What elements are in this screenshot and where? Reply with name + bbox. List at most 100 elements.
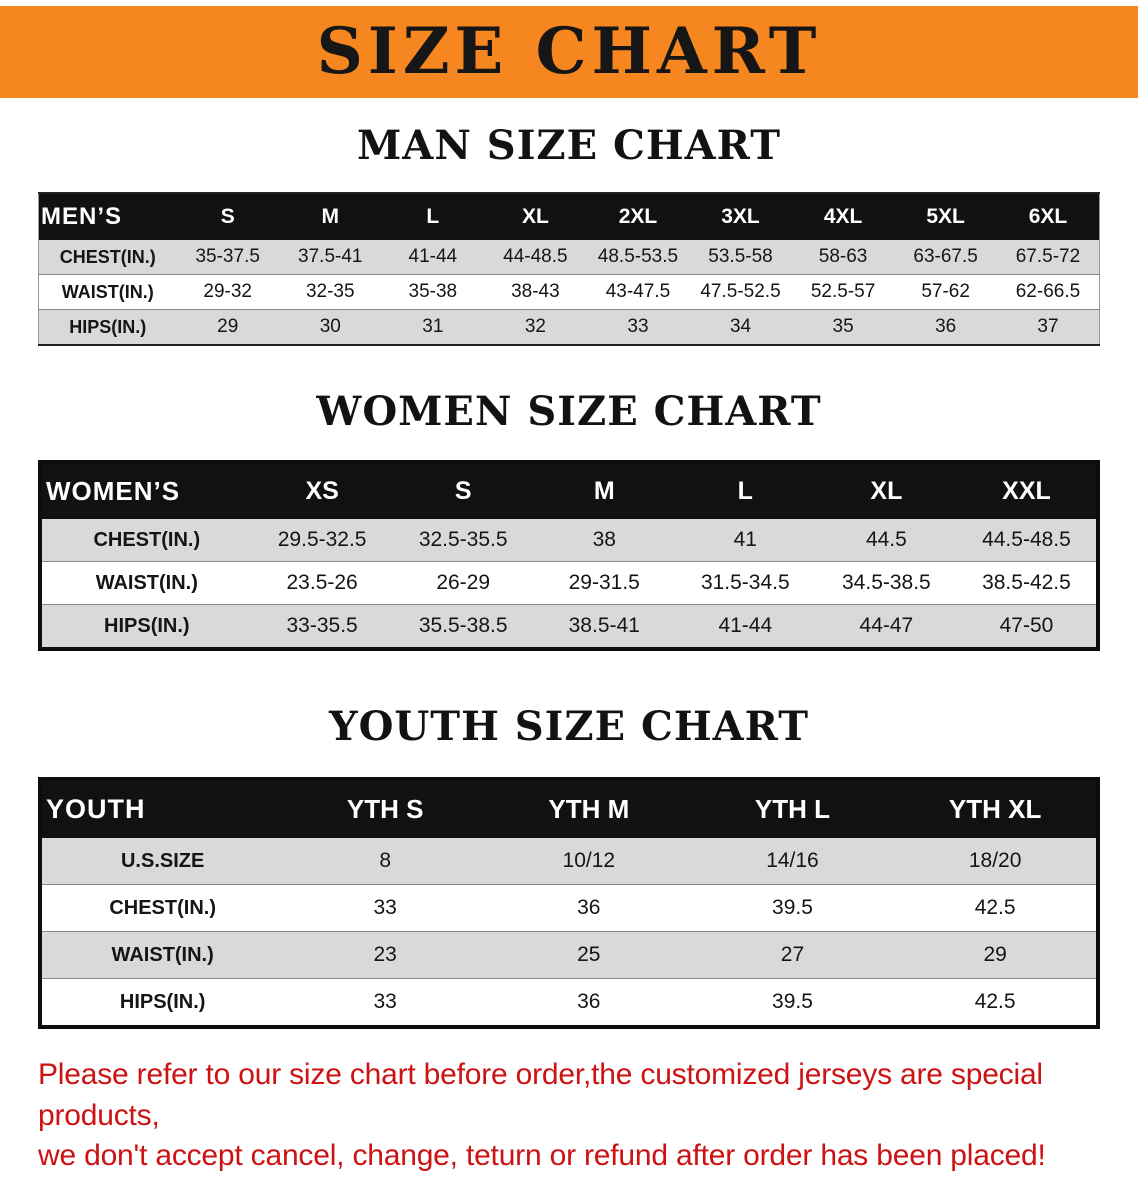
size-column-header: S [392, 462, 534, 519]
table-row: HIPS(IN.) 33-35.5 35.5-38.5 38.5-41 41-44 44-… [40, 604, 1098, 649]
table-row: CHEST(IN.) 33 36 39.5 42.5 [40, 884, 1098, 932]
row-label: HIPS(IN.) [40, 604, 252, 649]
row-label: HIPS(IN.) [40, 978, 284, 1027]
size-value-cell: 27 [690, 931, 895, 979]
table-row: WAIST(IN.) 23 25 27 29 [40, 931, 1098, 979]
size-value-cell: 38-43 [484, 274, 587, 310]
size-chart-title: SIZE CHART [316, 14, 822, 89]
size-column-header: M [278, 193, 382, 240]
size-value-cell: 67.5-72 [996, 240, 1100, 275]
size-value-cell: 31.5-34.5 [674, 561, 816, 605]
size-value-cell: 29 [894, 931, 1098, 979]
size-column-header: YTH S [283, 779, 487, 838]
size-value-cell: 42.5 [894, 978, 1098, 1027]
size-value-cell: 35 [791, 309, 895, 345]
size-value-cell: 30 [278, 309, 382, 345]
size-value-cell: 36 [486, 978, 691, 1027]
size-value-cell: 35-37.5 [176, 240, 279, 275]
size-value-cell: 34.5-38.5 [815, 561, 957, 605]
size-value-cell: 18/20 [894, 838, 1098, 885]
men-size-table-grid: MEN’S S M L XL 2XL 3XL 4XL 5XL 6XL CHEST(IN.) 35-37… [38, 192, 1100, 346]
size-value-cell: 58-63 [791, 240, 895, 275]
size-value-cell: 32.5-35.5 [392, 519, 534, 562]
size-value-cell: 10/12 [486, 838, 691, 885]
size-value-cell: 38.5-42.5 [956, 561, 1098, 605]
table-row: CHEST(IN.) 29.5-32.5 32.5-35.5 38 41 44.5 44.5… [40, 519, 1098, 562]
table-row: WAIST(IN.) 23.5-26 26-29 29-31.5 31.5-34.5 34… [40, 561, 1098, 605]
size-value-cell: 25 [486, 931, 691, 979]
size-value-cell: 62-66.5 [996, 274, 1100, 310]
table-row: U.S.SIZE 8 10/12 14/16 18/20 [40, 838, 1098, 885]
table-header-row: MEN’S S M L XL 2XL 3XL 4XL 5XL 6XL [38, 193, 1100, 240]
size-value-cell: 31 [381, 309, 485, 345]
row-label: WAIST(IN.) [38, 274, 177, 310]
size-column-header: M [533, 462, 675, 519]
disclaimer-line-1: Please refer to our size chart before or… [38, 1058, 1043, 1132]
size-value-cell: 41-44 [381, 240, 485, 275]
table-row: HIPS(IN.) 33 36 39.5 42.5 [40, 978, 1098, 1027]
youth-size-table: YOUTH YTH S YTH M YTH L YTH XL U.S.SIZE 8 10/12… [38, 777, 1100, 1029]
size-value-cell: 36 [894, 309, 997, 345]
row-label: WAIST(IN.) [40, 931, 284, 979]
size-value-cell: 41-44 [674, 604, 816, 649]
size-value-cell: 29-31.5 [533, 561, 675, 605]
men-size-table: MEN’S S M L XL 2XL 3XL 4XL 5XL 6XL CHEST(IN.) 35-37… [38, 192, 1100, 346]
table-row: CHEST(IN.) 35-37.5 37.5-41 41-44 44-48.5 48.5… [38, 240, 1100, 275]
size-value-cell: 39.5 [690, 884, 895, 932]
disclaimer: Please refer to our size chart before or… [38, 1055, 1100, 1177]
size-chart-page: SIZE CHART MAN SIZE CHART MEN’S S M L XL 2XL 3… [0, 6, 1138, 1177]
size-value-cell: 33 [283, 884, 487, 932]
table-header-row: WOMEN’S XS S M L XL XXL [40, 462, 1098, 519]
size-column-header: 3XL [689, 193, 792, 240]
size-value-cell: 33-35.5 [251, 604, 393, 649]
size-value-cell: 34 [689, 309, 792, 345]
size-value-cell: 29.5-32.5 [251, 519, 393, 562]
size-value-cell: 36 [486, 884, 691, 932]
size-column-header: XS [251, 462, 393, 519]
row-label: HIPS(IN.) [38, 309, 177, 345]
row-label: CHEST(IN.) [40, 519, 252, 562]
size-value-cell: 42.5 [894, 884, 1098, 932]
row-label: CHEST(IN.) [38, 240, 177, 275]
size-value-cell: 32-35 [278, 274, 382, 310]
size-column-header: S [176, 193, 279, 240]
size-column-header: L [674, 462, 816, 519]
women-section-heading: WOMEN SIZE CHART [316, 388, 822, 435]
size-value-cell: 23 [283, 931, 487, 979]
table-header-row: YOUTH YTH S YTH M YTH L YTH XL [40, 779, 1098, 838]
row-label: CHEST(IN.) [40, 884, 284, 932]
size-column-header: YTH M [486, 779, 691, 838]
size-value-cell: 8 [283, 838, 487, 885]
size-value-cell: 43-47.5 [586, 274, 690, 310]
size-value-cell: 44.5 [815, 519, 957, 562]
men-size-section: MAN SIZE CHART MEN’S S M L XL 2XL 3XL 4XL 5XL 6XL… [0, 124, 1138, 346]
size-column-header: 6XL [996, 193, 1100, 240]
size-value-cell: 39.5 [690, 978, 895, 1027]
size-column-header: 5XL [894, 193, 997, 240]
youth-size-table-grid: YOUTH YTH S YTH M YTH L YTH XL U.S.SIZE 8 10/12… [38, 777, 1100, 1029]
youth-section-heading: YOUTH SIZE CHART [329, 703, 809, 750]
size-value-cell: 63-67.5 [894, 240, 997, 275]
size-value-cell: 32 [484, 309, 587, 345]
size-value-cell: 35-38 [381, 274, 485, 310]
size-column-header: 2XL [586, 193, 690, 240]
size-value-cell: 47-50 [956, 604, 1098, 649]
table-title-cell: YOUTH [40, 779, 284, 838]
size-value-cell: 47.5-52.5 [689, 274, 792, 310]
size-value-cell: 38.5-41 [533, 604, 675, 649]
size-value-cell: 44-47 [815, 604, 957, 649]
youth-size-section: YOUTH SIZE CHART YOUTH YTH S YTH M YTH L YTH… [0, 705, 1138, 1029]
women-size-section: WOMEN SIZE CHART WOMEN’S XS S M L XL XXL CHEST(… [0, 390, 1138, 651]
size-column-header: XXL [956, 462, 1098, 519]
size-column-header: L [381, 193, 485, 240]
size-column-header: XL [484, 193, 587, 240]
size-value-cell: 14/16 [690, 838, 895, 885]
size-value-cell: 44-48.5 [484, 240, 587, 275]
size-column-header: 4XL [791, 193, 895, 240]
size-value-cell: 44.5-48.5 [956, 519, 1098, 562]
row-label: U.S.SIZE [40, 838, 284, 885]
size-value-cell: 35.5-38.5 [392, 604, 534, 649]
women-size-table-grid: WOMEN’S XS S M L XL XXL CHEST(IN.) 29.5-32.5 32.5… [38, 460, 1100, 651]
size-column-header: XL [815, 462, 957, 519]
table-title-cell: MEN’S [38, 193, 177, 240]
